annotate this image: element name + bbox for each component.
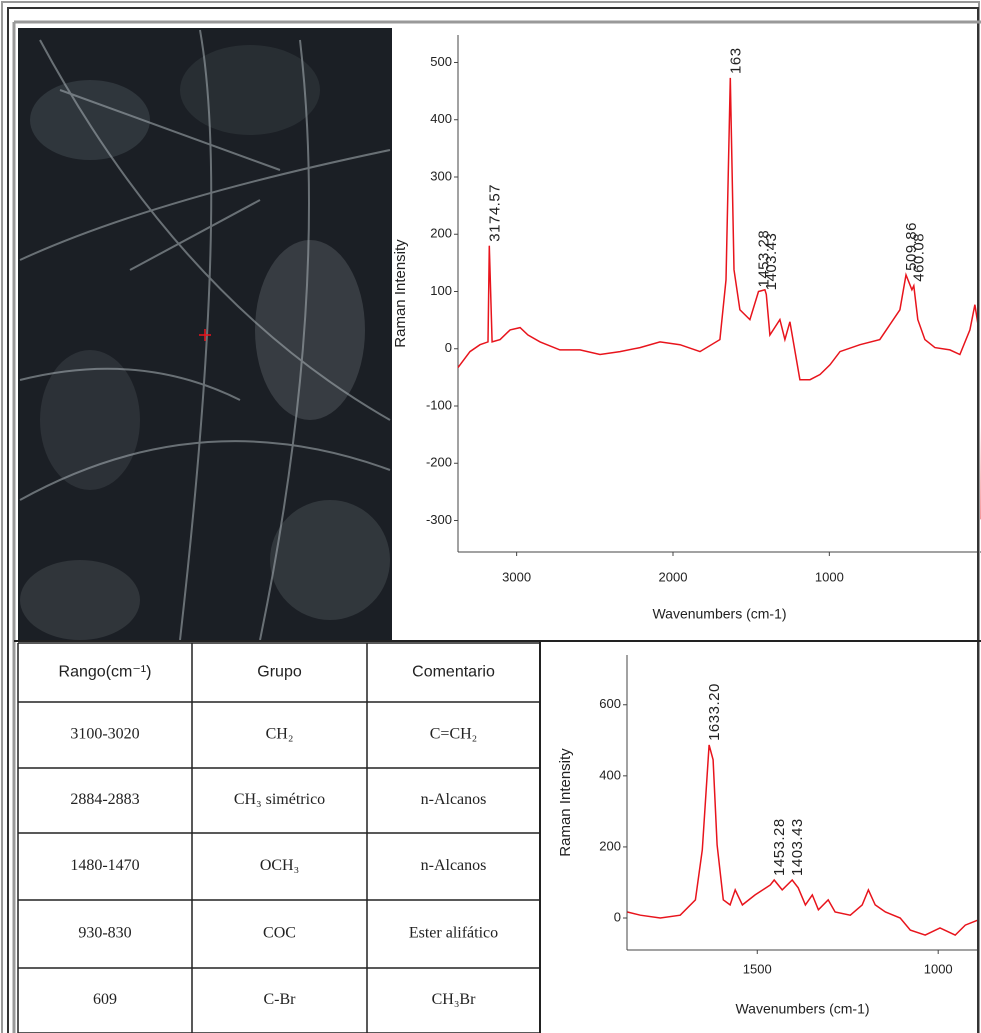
x-tick-label: 1000 (815, 569, 844, 584)
table-header: Rango(cm⁻¹) (59, 664, 152, 681)
y-tick-label: 100 (430, 283, 452, 298)
x-tick-label: 1500 (743, 961, 772, 976)
y-tick-label: 400 (599, 767, 621, 782)
y-tick-label: -300 (426, 512, 452, 527)
peak-label: 1453.28 (771, 818, 788, 876)
photo-blob (270, 500, 390, 620)
y-tick-label: 200 (430, 226, 452, 241)
y-tick-label: 500 (430, 54, 452, 69)
peak-label: 163 (727, 47, 744, 74)
photo-fibers (19, 29, 391, 641)
y-axis-label: Raman Intensity (392, 239, 409, 348)
chart: 0 200 400 600 1500 1000 Wavenumbers (cm-1) Rama… (557, 655, 979, 1017)
table-cell: C=CH₂ (430, 726, 478, 743)
peak-label: 1633.20 (706, 683, 723, 741)
table-cell: CH₃Br (432, 991, 476, 1008)
y-axis-label: Raman Intensity (557, 748, 574, 857)
inner-frame (7, 7, 979, 1033)
photo-blob (30, 80, 150, 160)
y-tick-label: 600 (599, 696, 621, 711)
x-axis-label: Wavenumbers (cm-1) (735, 1001, 869, 1017)
peak-label: 460.08 (911, 233, 928, 282)
peak-label: 1403.43 (789, 818, 806, 876)
table-cell: OCH₃ (260, 857, 299, 874)
x-tick-label: 2000 (659, 569, 688, 584)
y-tick-label: -200 (426, 455, 452, 470)
y-tick-label: 400 (430, 111, 452, 126)
y-tick-label: 300 (430, 168, 452, 183)
table-cell: n-Alcanos (421, 791, 487, 808)
table-cell: C-Br (264, 991, 297, 1008)
table-cell: CH₂ (266, 726, 294, 743)
peak-label: 1403.43 (763, 233, 780, 291)
x-axis-label: Wavenumbers (cm-1) (652, 606, 786, 622)
photo-blob (180, 45, 320, 135)
table-header: Grupo (257, 664, 302, 681)
x-tick-label: 3000 (502, 569, 531, 584)
table-cell: COC (263, 925, 296, 942)
photo-blob (40, 350, 140, 490)
photo-blob (255, 240, 365, 420)
table-cell: Ester alifático (409, 925, 498, 942)
table-cell: n-Alcanos (421, 857, 487, 874)
table-cell: 1480-1470 (70, 857, 139, 874)
table: Rango(cm⁻¹) Grupo Comentario 3100-3020 CH₂ C=… (17, 642, 541, 1033)
y-tick-label: 200 (599, 838, 621, 853)
spectrum-line (627, 744, 979, 937)
peak-label: 3174.57 (486, 184, 503, 242)
table-cell: 930-830 (78, 925, 131, 942)
y-tick-label: 0 (614, 909, 621, 924)
table-cell: CH₃ simétrico (234, 791, 325, 808)
table-header: Comentario (412, 664, 495, 681)
photo-blob (20, 560, 140, 640)
peak-label: 1453.28 (755, 230, 772, 288)
chart: -300 -200 -100 0 100 200 300 400 500 3000 2000 1000… (392, 35, 981, 622)
peak-label: 509.86 (903, 222, 920, 271)
y-tick-label: -100 (426, 397, 452, 412)
spectrum-line (457, 77, 981, 520)
y-tick-label: 0 (445, 340, 452, 355)
table-cell: 3100-3020 (70, 726, 139, 743)
table-cell: 609 (93, 991, 117, 1008)
x-tick-label: 1000 (924, 961, 953, 976)
cursor (199, 329, 211, 341)
table-cell: 2884-2883 (70, 791, 139, 808)
micrograph (18, 28, 392, 641)
